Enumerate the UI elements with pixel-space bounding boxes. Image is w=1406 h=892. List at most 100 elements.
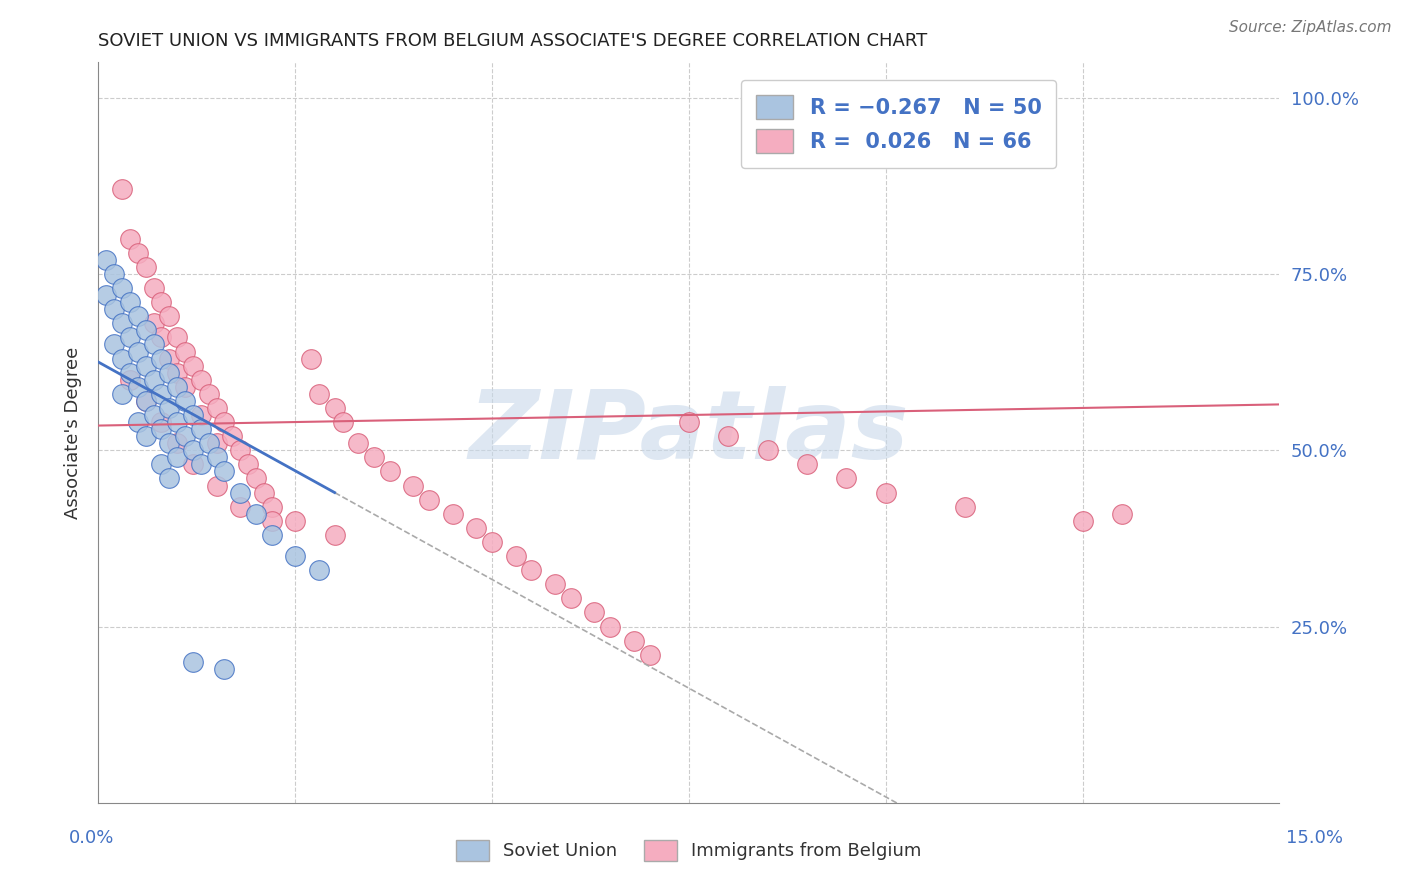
Point [205, 478, 228, 492]
Point [560, 591, 582, 606]
Point [197, 387, 219, 401]
Point [127, 415, 149, 429]
Point [441, 507, 464, 521]
Point [308, 387, 330, 401]
Point [190, 458, 212, 472]
Point [174, 393, 197, 408]
Point [150, 422, 173, 436]
Point [103, 337, 125, 351]
Point [142, 281, 165, 295]
Point [103, 302, 125, 317]
Point [481, 535, 503, 549]
Point [135, 393, 157, 408]
Point [142, 373, 165, 387]
Text: 15.0%: 15.0% [1286, 829, 1343, 847]
Point [1071, 514, 1094, 528]
Point [166, 330, 188, 344]
Point [111, 351, 134, 366]
Point [142, 337, 165, 351]
Point [157, 351, 180, 366]
Text: ZIPatlas: ZIPatlas [468, 386, 910, 479]
Point [135, 429, 157, 443]
Point [135, 323, 157, 337]
Point [135, 393, 157, 408]
Text: 0.0%: 0.0% [69, 829, 114, 847]
Point [229, 443, 252, 458]
Point [245, 471, 267, 485]
Point [150, 415, 173, 429]
Point [402, 478, 425, 492]
Point [150, 295, 173, 310]
Point [150, 330, 173, 344]
Point [599, 619, 621, 633]
Point [166, 436, 188, 450]
Point [347, 436, 370, 450]
Point [253, 485, 276, 500]
Point [205, 450, 228, 465]
Point [245, 507, 267, 521]
Point [111, 316, 134, 330]
Point [181, 443, 204, 458]
Legend: Soviet Union, Immigrants from Belgium: Soviet Union, Immigrants from Belgium [449, 832, 929, 868]
Text: Source: ZipAtlas.com: Source: ZipAtlas.com [1229, 20, 1392, 35]
Point [127, 245, 149, 260]
Point [638, 648, 661, 662]
Point [465, 521, 488, 535]
Point [96, 252, 118, 267]
Point [229, 500, 252, 514]
Point [214, 662, 236, 676]
Point [363, 450, 385, 465]
Point [118, 330, 141, 344]
Point [127, 310, 149, 324]
Point [181, 458, 204, 472]
Point [157, 366, 180, 380]
Point [583, 606, 606, 620]
Point [299, 351, 322, 366]
Y-axis label: Associate's Degree: Associate's Degree [65, 346, 83, 519]
Point [166, 450, 188, 465]
Point [284, 514, 307, 528]
Point [181, 655, 204, 669]
Point [229, 485, 252, 500]
Point [150, 387, 173, 401]
Point [111, 281, 134, 295]
Point [214, 464, 236, 478]
Point [236, 458, 259, 472]
Point [544, 577, 567, 591]
Point [260, 500, 283, 514]
Point [142, 316, 165, 330]
Point [308, 563, 330, 577]
Point [118, 366, 141, 380]
Point [174, 344, 197, 359]
Point [205, 436, 228, 450]
Point [875, 485, 897, 500]
Point [190, 408, 212, 422]
Point [221, 429, 243, 443]
Point [118, 295, 141, 310]
Point [157, 471, 180, 485]
Point [197, 436, 219, 450]
Point [181, 408, 204, 422]
Point [260, 528, 283, 542]
Point [157, 310, 180, 324]
Point [323, 401, 346, 415]
Point [678, 415, 700, 429]
Point [135, 359, 157, 373]
Point [181, 359, 204, 373]
Point [717, 429, 740, 443]
Point [505, 549, 527, 563]
Point [118, 373, 141, 387]
Point [260, 514, 283, 528]
Point [157, 401, 180, 415]
Point [174, 380, 197, 394]
Point [111, 387, 134, 401]
Point [174, 429, 197, 443]
Point [623, 633, 645, 648]
Point [135, 260, 157, 274]
Point [953, 500, 976, 514]
Point [150, 458, 173, 472]
Text: SOVIET UNION VS IMMIGRANTS FROM BELGIUM ASSOCIATE'S DEGREE CORRELATION CHART: SOVIET UNION VS IMMIGRANTS FROM BELGIUM … [98, 32, 928, 50]
Point [418, 492, 440, 507]
Point [332, 415, 354, 429]
Point [190, 373, 212, 387]
